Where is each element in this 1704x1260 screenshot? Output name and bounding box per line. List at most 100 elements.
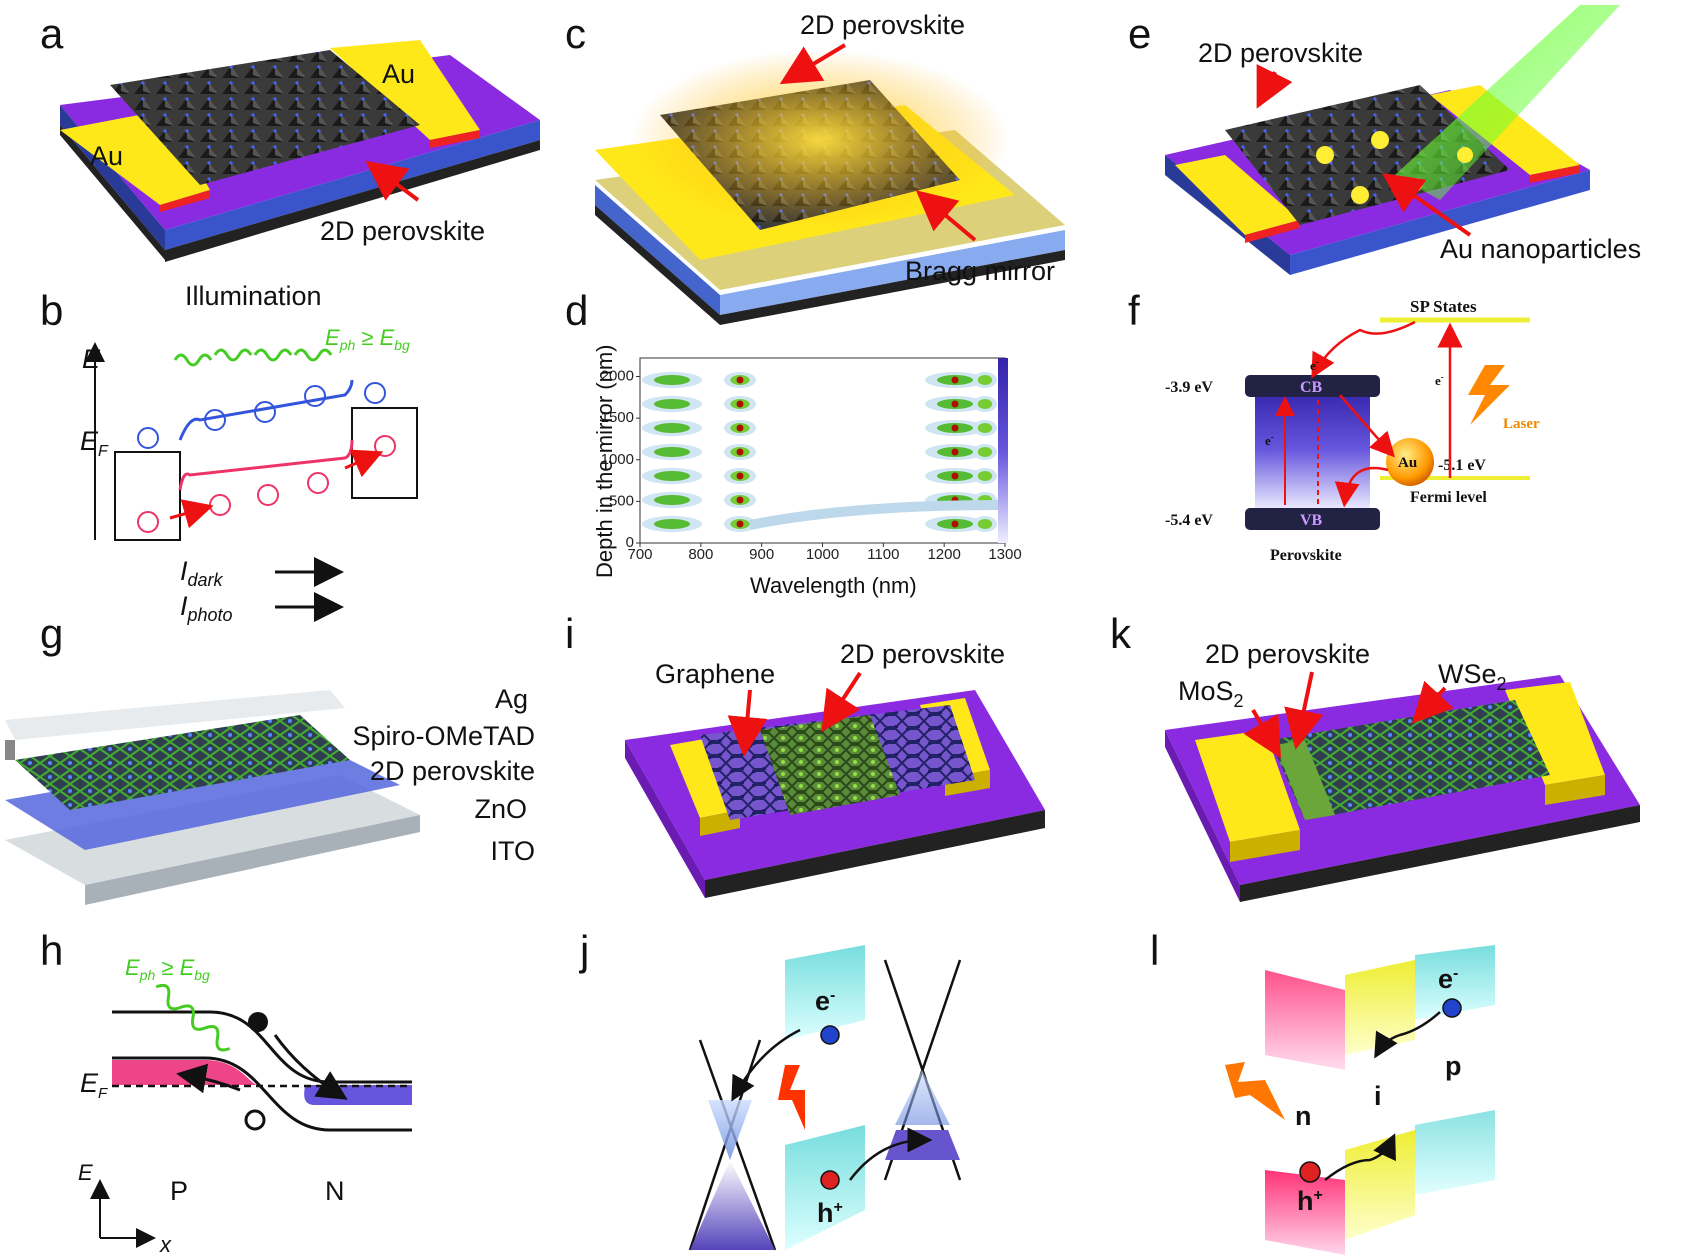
cb-energy: -3.9 eV [1165,379,1213,396]
i-vb [1345,1130,1415,1240]
vb-energy: -5.4 eV [1165,512,1213,529]
laser-bolt-icon [1468,365,1510,425]
field-spot [654,399,690,409]
field-peak [951,472,959,480]
i-dark-label: Idark [180,556,224,590]
mode-band [749,500,1001,530]
x-ticks: 700 800 900 1000 1100 1200 1300 [627,543,1022,563]
light-bolt-icon [778,1065,805,1130]
valence-band [178,439,354,491]
au-electrode-right [1505,682,1605,785]
p-label: p [1445,1051,1462,1081]
layer-label: ITO [490,836,535,866]
laser-label: Laser [1503,416,1540,432]
panel-letter: g [40,610,63,657]
panel-letter: e [1128,10,1151,57]
layer-label: ZnO [474,794,527,824]
panel-a: a Au Au 2D perovskite [40,10,540,262]
conduction-band [178,379,354,441]
x-tick-label: 900 [749,546,774,563]
field-peak [951,400,959,408]
fermi-energy: -5.1 eV [1438,457,1486,474]
x-tick-label: 1300 [988,546,1021,563]
dirac-cone-left-lower [690,1160,775,1250]
x-axis-label: Wavelength (nm) [750,573,917,598]
p-cb [1415,945,1495,1020]
field-peak [736,448,744,456]
x-tick-label: 1200 [927,546,960,563]
panel-letter: i [565,610,574,657]
field-spot [977,447,993,457]
panel-letter: j [578,927,589,974]
field-peak [736,472,744,480]
electron [1442,998,1462,1018]
zno-layer [5,745,400,850]
laser-beam [1395,5,1620,200]
au-nanoparticle [1386,438,1434,486]
field-peak [951,376,959,384]
perovskite-gap [1255,388,1370,510]
perovskite-film [1225,85,1510,225]
panel-f: f SP States CB VB -3.9 eV -5.4 eV Perovs… [1128,287,1540,564]
fermi-label: EF [80,1068,108,1102]
x-tick-label: 1100 [867,546,899,563]
au-label-top: Au [382,59,415,89]
field-spot [977,471,993,481]
field-spot [654,447,690,457]
fermi-label: EF [80,426,109,460]
layer-label: 2D perovskite [370,756,535,786]
panel-letter: h [40,927,63,974]
perovskite-label: 2D perovskite [800,10,965,40]
wse2-layer [1270,700,1550,820]
field-spot [654,471,690,481]
perovskite-flake [760,715,900,815]
svg-text:e-: e- [1265,432,1274,448]
field-spot [654,519,690,529]
x-tick-label: 800 [688,546,713,563]
vb-band [1245,508,1380,530]
panel-l: l e- h+ n i p [1150,927,1495,1255]
panel-b: b Illumination Eph ≥ Ebg E EF Idark Ipho… [40,281,418,625]
photon-condition: Eph ≥ Ebg [325,325,410,353]
field-spot [654,375,690,385]
y-tick-label: 0 [626,534,634,551]
panel-letter: a [40,10,64,57]
electrons [137,382,386,449]
perovskite-flake [1275,740,1335,820]
perovskite-label: 2D perovskite [1198,38,1363,68]
au-electrode-right [330,40,480,140]
panel-h: h Eph ≥ Ebg EF P N E x [40,927,412,1257]
i-cb [1345,960,1415,1055]
svg-text:e-: e- [1435,372,1444,388]
perovskite-label: 2D perovskite [1205,639,1370,669]
svg-text:e-: e- [1310,357,1319,373]
svg-text:E: E [82,344,101,374]
panel-letter: c [565,10,586,57]
y-tick-label: 500 [609,492,634,509]
electron [248,1012,268,1032]
panel-g: g Ag Spiro-OMeTAD 2D perovskite ZnO ITO [5,610,535,905]
y-ticks: 0 500 1000 1500 2000 [601,368,640,551]
left-contact [114,451,181,541]
emission-glow [630,50,1010,230]
field-spot [977,375,993,385]
x-tick-label: 700 [627,546,652,563]
layer-labels: Ag Spiro-OMeTAD 2D perovskite ZnO ITO [352,684,535,866]
dirac-cone-left-upper [708,1100,752,1160]
panel-letter: d [565,287,588,334]
field-spot [977,423,993,433]
panel-j: j e- h+ [578,927,962,1251]
field-peak [951,448,959,456]
valence-band [112,1056,412,1132]
au-nanoparticles-label: Au nanoparticles [1440,234,1641,264]
perovskite-film [110,50,420,185]
field-intensity-map [642,372,1001,532]
field-spot [654,495,690,505]
y-axis-label: Depth in the mirror (nm) [592,344,617,578]
fermi-level-label: Fermi level [1410,489,1487,506]
ag-layer [5,690,345,740]
field-peak [736,400,744,408]
n-label: N [325,1176,345,1206]
light-bolt-icon [1225,1062,1285,1120]
field-peak [951,424,959,432]
